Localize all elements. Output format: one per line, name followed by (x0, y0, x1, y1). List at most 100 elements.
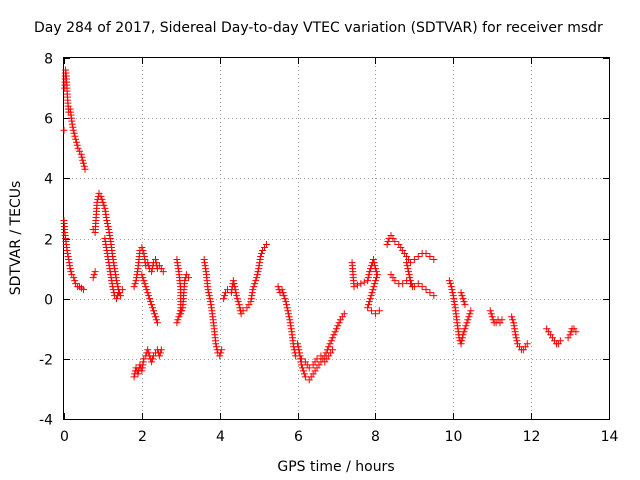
data-point (68, 117, 76, 125)
data-point (371, 280, 379, 288)
data-point (426, 289, 434, 297)
data-point (545, 328, 553, 336)
data-point (445, 277, 453, 285)
data-point (564, 334, 572, 342)
series-arc-l (294, 310, 348, 384)
data-point (364, 274, 372, 282)
data-point (72, 138, 80, 146)
data-point (365, 271, 373, 279)
data-point (460, 298, 468, 306)
data-point (387, 231, 395, 239)
data-point (146, 295, 154, 303)
data-point (243, 304, 251, 312)
data-point (521, 343, 529, 351)
data-point (64, 253, 72, 261)
data-point (72, 135, 80, 143)
data-point (232, 289, 240, 297)
data-point (488, 313, 496, 321)
data-point (403, 253, 411, 261)
data-point (458, 292, 466, 300)
x-tick-label: 4 (216, 429, 225, 445)
data-point (399, 280, 407, 288)
data-point (177, 307, 185, 315)
data-point (327, 337, 335, 345)
data-point (78, 284, 86, 292)
data-point (375, 307, 383, 315)
series-arc-j (220, 241, 270, 318)
data-point (350, 283, 358, 291)
data-point (331, 328, 339, 336)
data-point (103, 219, 111, 227)
series-arc-w (564, 325, 580, 342)
data-point (422, 286, 430, 294)
data-point (467, 307, 475, 315)
grid-lines (64, 58, 609, 419)
chart-title: Day 284 of 2017, Sidereal Day-to-day VTE… (34, 20, 603, 36)
data-point (309, 361, 317, 369)
data-point (401, 250, 409, 258)
data-point (79, 156, 87, 164)
data-point (460, 328, 468, 336)
data-point (323, 355, 331, 363)
data-point (72, 280, 80, 288)
data-point (278, 286, 286, 294)
data-point (71, 132, 79, 140)
data-point (311, 367, 319, 375)
data-point (357, 280, 365, 288)
data-point (464, 316, 472, 324)
data-point (148, 301, 156, 309)
data-point (218, 346, 226, 354)
x-tick-label: 6 (294, 429, 303, 445)
data-point (134, 370, 142, 378)
data-point (152, 316, 160, 324)
data-point (77, 150, 85, 158)
data-point (366, 268, 374, 276)
data-point (64, 250, 72, 258)
data-point (405, 268, 413, 276)
data-point (69, 123, 77, 131)
data-point (389, 274, 397, 282)
data-point (297, 361, 305, 369)
data-point (335, 319, 343, 327)
data-point (370, 259, 378, 267)
data-point (405, 271, 413, 279)
data-point (91, 268, 99, 276)
series-arc-r (445, 277, 475, 348)
data-point (397, 244, 405, 252)
data-point (463, 319, 471, 327)
data-point (236, 304, 244, 312)
data-point (566, 331, 574, 339)
data-point (383, 241, 391, 249)
data-point (185, 274, 193, 282)
data-point (294, 340, 302, 348)
data-point (369, 256, 377, 264)
series-arc-i (200, 256, 226, 360)
data-point (159, 268, 167, 276)
data-point (301, 373, 309, 381)
data-point (403, 259, 411, 267)
data-point (334, 322, 342, 330)
data-point (279, 289, 287, 297)
y-tick-label: 8 (44, 52, 53, 68)
data-point (371, 262, 379, 270)
data-point (513, 337, 521, 345)
data-point (327, 349, 335, 357)
data-point (283, 301, 291, 309)
data-point (99, 198, 107, 206)
data-point (258, 250, 266, 258)
data-point (156, 349, 164, 357)
data-point (547, 331, 555, 339)
data-point (212, 340, 220, 348)
data-point (508, 313, 516, 321)
data-point (284, 307, 292, 315)
data-point (414, 253, 422, 261)
data-point (372, 268, 380, 276)
data-point (372, 274, 380, 282)
data-point (487, 310, 495, 318)
data-point (235, 301, 243, 309)
series-arc-g (130, 346, 165, 381)
data-point (410, 256, 418, 264)
data-point (233, 295, 241, 303)
data-point (76, 283, 84, 291)
data-point (144, 289, 152, 297)
